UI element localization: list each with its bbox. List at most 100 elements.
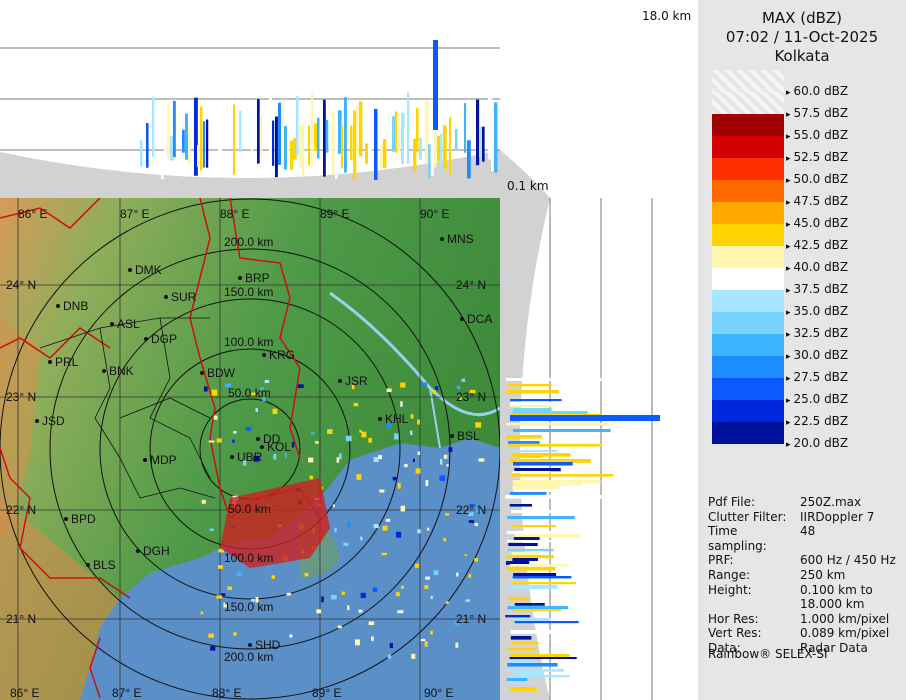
lon-label: 90° E: [420, 207, 449, 221]
info-value: 250Z.max: [800, 495, 862, 509]
map-echo: [341, 591, 345, 595]
top-echo-bar: [392, 116, 395, 152]
map-echo: [400, 382, 406, 388]
map-svg[interactable]: 86° E 87° E 88° E 89° E 90° E 86° E 87° …: [0, 198, 500, 700]
map-echo: [478, 458, 485, 462]
side-echo-bar: [512, 576, 572, 579]
range-label: 150.0 km: [224, 285, 273, 299]
side-echo-bar: [506, 531, 570, 534]
map-echo: [459, 395, 462, 401]
map-echo: [378, 455, 382, 460]
lon-label-bottom: 87° E: [112, 686, 141, 700]
map-echo: [446, 464, 449, 467]
legend-swatch: [712, 70, 784, 92]
side-echo-bar: [507, 549, 554, 552]
side-echo-bar: [512, 411, 588, 415]
map-echo: [334, 527, 337, 533]
top-echo-bar: [290, 140, 294, 170]
city-marker: [200, 371, 204, 375]
legend-swatch: [712, 202, 784, 224]
top-echo-bar: [170, 135, 174, 161]
map-echo: [347, 521, 351, 528]
map-echo: [218, 565, 223, 569]
side-echo-bar: [506, 378, 622, 381]
lon-labels: 86° E 87° E 88° E 89° E 90° E 86° E 87° …: [10, 207, 453, 700]
side-echo-bar: [510, 654, 570, 658]
map-echo: [343, 542, 349, 546]
side-echo-bar: [512, 408, 552, 412]
map-echo: [220, 593, 226, 596]
side-echo-bar: [514, 672, 544, 676]
lon-label-bottom: 90° E: [424, 686, 453, 700]
top-echo-bar: [293, 138, 297, 160]
top-echo-bar: [416, 108, 419, 153]
legend-label: 50.0 dBZ: [793, 172, 849, 186]
side-echo-bar: [509, 564, 568, 567]
product-title: MAX (dBZ): [761, 9, 843, 27]
city-label: SHD: [255, 638, 281, 652]
side-echo-bar: [507, 660, 535, 664]
map-echo: [448, 447, 453, 452]
city-marker: [48, 360, 52, 364]
radar-map[interactable]: 86° E 87° E 88° E 89° E 90° E 86° E 87° …: [0, 198, 500, 700]
info-row: PRF: 600 Hz / 450 Hz: [708, 553, 904, 568]
cities: MNS DMK BRP SUR DNB ASL DGP DCA KRG PRL BNK BDW JSR K…: [35, 232, 492, 652]
map-echo: [264, 380, 270, 383]
city-label: MNS: [447, 232, 474, 246]
top-echo-bar: [365, 143, 369, 164]
map-echo: [284, 452, 287, 458]
top-echo-bar: [350, 125, 353, 161]
map-echo: [424, 641, 428, 647]
height-label-bottom: 0.1 km: [507, 179, 549, 193]
legend-tick-icon: ▸: [786, 198, 791, 208]
lat-label: 21° N: [6, 612, 36, 626]
map-echo: [468, 573, 472, 578]
info-key: Range:: [708, 567, 751, 582]
legend-tick-icon: ▸: [786, 286, 791, 296]
city-label: BRP: [245, 271, 270, 285]
lon-label-bottom: 86° E: [10, 686, 39, 700]
city-marker: [230, 455, 234, 459]
info-key: Vert Res:: [708, 626, 762, 641]
legend-label: 27.5 dBZ: [793, 370, 849, 384]
map-echo: [469, 503, 476, 507]
top-echo-bar: [482, 126, 485, 162]
map-echo: [411, 653, 416, 659]
side-echo-bar: [505, 423, 615, 426]
top-echo-bar: [326, 119, 329, 153]
top-echo-bar: [299, 124, 303, 168]
info-value: 1.000 km/pixel: [800, 611, 890, 626]
map-echo: [386, 423, 392, 428]
side-echo-bar: [506, 390, 559, 394]
range-label: 100.0 km: [224, 335, 273, 349]
legend-swatch: [712, 136, 784, 158]
top-echo-bar: [272, 120, 275, 166]
city-label: DD: [263, 432, 281, 446]
side-cross-section-plot: [500, 198, 660, 700]
map-echo: [455, 642, 459, 648]
range-label: 200.0 km: [224, 650, 273, 664]
side-echo-bar: [505, 495, 615, 499]
legend-label: 47.5 dBZ: [793, 194, 849, 208]
top-echo-bar: [356, 105, 359, 155]
map-echo: [216, 438, 222, 443]
side-echo-bar: [512, 483, 582, 486]
side-echo-bar: [509, 405, 554, 408]
map-echo: [201, 499, 206, 504]
top-echo-bar: [302, 122, 305, 177]
legend-label: 25.0 dBZ: [793, 392, 849, 406]
map-echo: [426, 527, 430, 531]
top-echo-bar: [260, 116, 263, 159]
map-echo: [397, 482, 401, 489]
side-echo-bar: [510, 415, 660, 421]
info-key: Pdf File:: [708, 495, 756, 509]
side-echo-bar: [510, 630, 557, 634]
map-echo: [410, 414, 414, 419]
info-key: Clutter Filter:: [708, 509, 787, 524]
side-echo-bar: [511, 552, 541, 556]
top-echo-bar: [317, 117, 320, 159]
map-echo: [356, 474, 362, 480]
range-labels: 50.0 km 100.0 km 150.0 km 200.0 km 50.0 …: [224, 235, 273, 664]
lat-label-right: 24° N: [456, 278, 486, 292]
side-echo-bars: [505, 378, 660, 691]
